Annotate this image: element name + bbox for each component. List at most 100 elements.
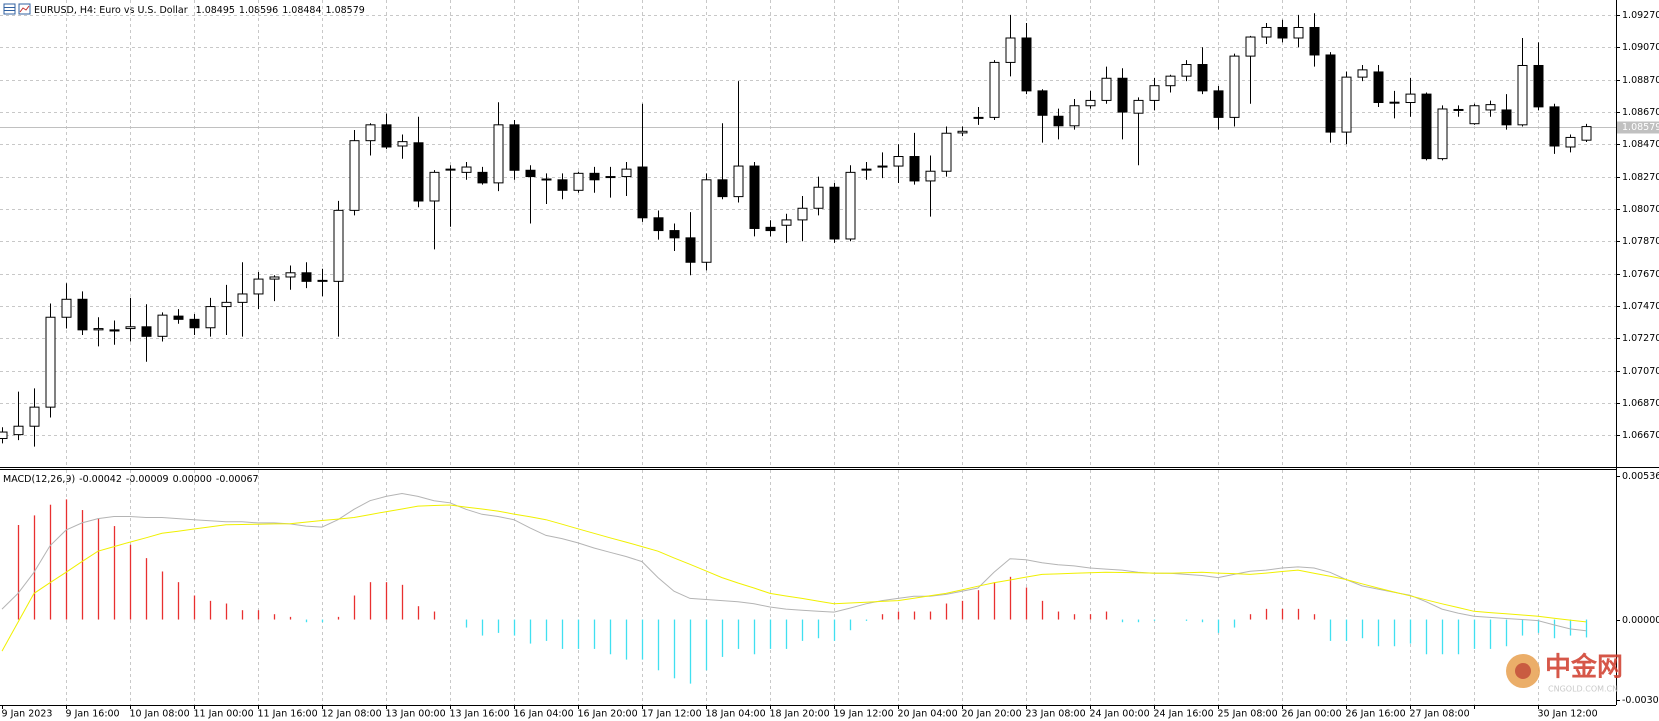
current-price-box [1617,121,1659,134]
candle-body [717,179,728,198]
y-tick-label: 1.07070 [1622,366,1659,377]
candle-body [173,315,184,320]
candle-body [781,219,792,226]
candle-body [189,318,200,329]
y-tick-label: 1.09270 [1622,10,1659,21]
candle-body [1149,85,1160,101]
candle-body [1133,99,1144,114]
candle-body [765,226,776,232]
candle-body [1485,104,1496,111]
candle-body [973,116,984,119]
candle-body [1117,77,1128,113]
candle-body [509,124,520,171]
candle-body [701,179,712,263]
y-tick-label: 0.00536 [1622,471,1659,482]
candle-body [269,276,280,280]
candle-body [1389,101,1400,104]
x-tick-label: 24 Jan 00:00 [1090,709,1150,720]
x-tick-label: 19 Jan 12:00 [834,709,894,720]
candle-body [1373,71,1384,104]
x-tick-label: 30 Jan 12:00 [1538,709,1598,720]
x-tick-label: 10 Jan 08:00 [130,709,190,720]
candle-body [221,301,232,308]
candle-body [109,329,120,332]
y-tick-label: 1.06870 [1622,398,1659,409]
candle-body [573,172,584,191]
table-icon[interactable] [3,3,16,15]
candle-body [1517,64,1528,126]
watermark: 中金网 CNGOLD.COM.CN [1506,652,1623,694]
candle-body [1453,108,1464,111]
candle-body [205,306,216,329]
candle-body [1053,115,1064,127]
candle-body [829,186,840,240]
ohlc-low: 1.08484 [282,5,321,16]
candle-body [77,298,88,331]
candle-body [1549,106,1560,147]
candle-body [1165,75,1176,87]
candle-body [541,178,552,181]
candle-body [1213,90,1224,118]
candle-body [1197,64,1208,92]
candle-body [45,316,56,408]
candle-body [957,130,968,134]
candle-body [317,279,328,282]
y-tick-label: 1.08270 [1622,172,1659,183]
candle-body [1325,54,1336,133]
candle-body [557,179,568,191]
y-tick-label: 0.00000 [1622,615,1659,626]
candle-body [989,61,1000,118]
candle-body [1341,76,1352,133]
x-tick-label: 27 Jan 08:00 [1410,709,1470,720]
indicator-line [1,492,1587,632]
candle-body [13,425,24,436]
candle-body [1021,37,1032,92]
indicator-header: MACD(12,26,9) -0.00042 -0.00009 0.00000 -0.0… [3,474,259,485]
candle-body [845,171,856,240]
candle-body [333,209,344,282]
candle-body [301,272,312,282]
candle-body [1277,26,1288,39]
x-tick-label: 18 Jan 20:00 [770,709,830,720]
watermark-name: 中金网 [1545,652,1623,683]
indicator-readout: 0.00000 [173,474,212,485]
candle-body [621,168,632,178]
candle-body [797,207,808,221]
y-tick-label: 1.07470 [1622,301,1659,312]
candle-body [0,431,8,440]
y-tick-label: 1.08070 [1622,204,1659,215]
x-tick-label: 11 Jan 00:00 [194,709,254,720]
y-tick-label: 1.09070 [1622,42,1659,53]
x-tick-label: 12 Jan 08:00 [322,709,382,720]
candle-body [125,326,136,330]
candle-body [157,314,168,337]
x-tick-label: 25 Jan 08:00 [1218,709,1278,720]
candle-body [1357,69,1368,78]
candle-body [1005,37,1016,63]
candle-body [669,230,680,239]
y-tick-label: 1.08870 [1622,75,1659,86]
x-tick-label: 16 Jan 04:00 [514,709,574,720]
candle-body [861,168,872,171]
candle-body [61,298,72,318]
candle-body [1437,108,1448,160]
candle-body [1533,64,1544,108]
candle-body [349,140,360,211]
x-tick-label: 18 Jan 04:00 [706,709,766,720]
candle-body [733,165,744,198]
indicator-line [1,504,1587,652]
indicator-readout: -0.00042 [79,474,122,485]
candle-body [637,166,648,219]
y-tick-label: 1.07270 [1622,333,1659,344]
candle-body [1293,26,1304,39]
x-tick-label: 16 Jan 20:00 [578,709,638,720]
icon-stroke [19,5,30,13]
candle-body [237,293,248,303]
candle-body [429,171,440,202]
candle-body [1309,26,1320,56]
ohlc-close: 1.08579 [326,5,365,16]
candle-body [525,169,536,178]
candle-body [589,172,600,181]
